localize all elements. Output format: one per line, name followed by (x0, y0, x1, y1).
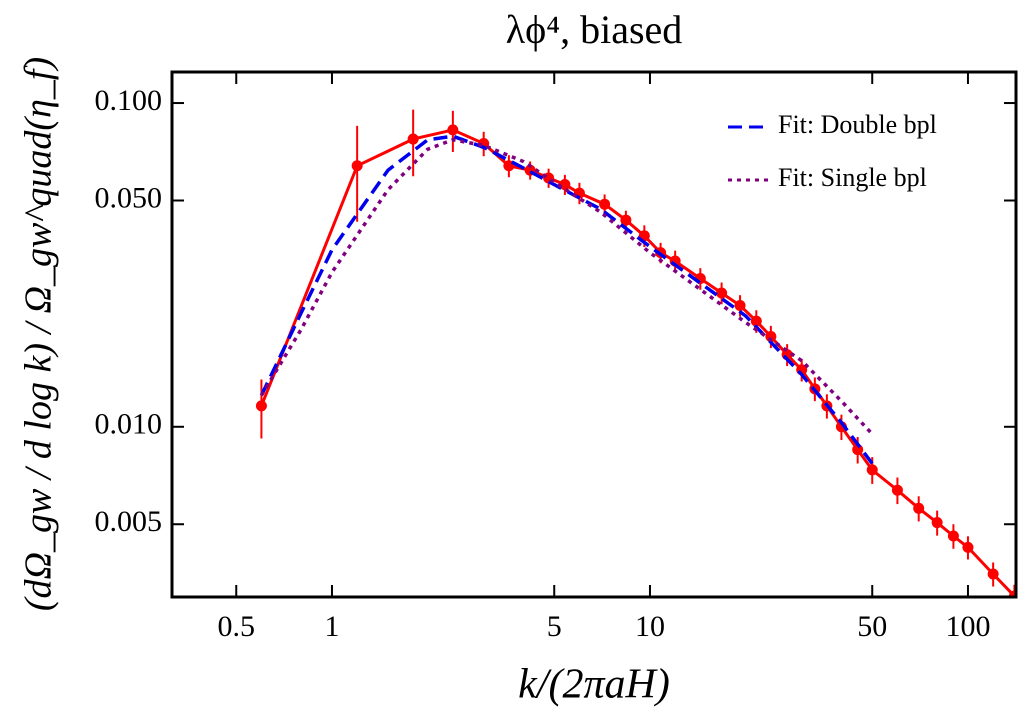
y-tick-label: 0.050 (95, 181, 163, 214)
data-point (891, 484, 903, 496)
data-point (716, 287, 728, 299)
x-tick-label: 0.5 (217, 610, 255, 643)
data-point (559, 179, 571, 191)
series-line (259, 137, 874, 436)
data-point (407, 133, 419, 145)
data-point (947, 530, 959, 542)
data-point (866, 464, 878, 476)
data-point (620, 214, 632, 226)
y-tick-label: 0.010 (95, 408, 163, 441)
y-axis-label: (dΩ_gw / d log k) / Ω_gw^quad(η_f) (18, 57, 60, 611)
data-point (852, 444, 864, 456)
data-point (1008, 590, 1016, 597)
data-point (931, 517, 943, 529)
legend-label: Fit: Double bpl (778, 110, 937, 139)
data-point (987, 568, 999, 580)
x-tick-label: 50 (857, 610, 887, 643)
y-tick-label: 0.100 (95, 84, 163, 117)
data-point (750, 315, 762, 327)
series-line (259, 134, 874, 465)
x-tick-label: 5 (547, 610, 562, 643)
x-tick-label: 10 (635, 610, 665, 643)
plot-area (255, 109, 1016, 597)
data-point (255, 400, 267, 412)
plot-frame (170, 70, 1018, 599)
x-tick-label: 1 (324, 610, 339, 643)
x-tick-label: 100 (945, 610, 990, 643)
series-line (260, 128, 1016, 597)
data-point (599, 198, 611, 210)
data-point (913, 502, 925, 514)
data-point (351, 160, 363, 172)
y-tick-label: 0.005 (95, 505, 163, 538)
data-point (962, 541, 974, 553)
data-point (447, 124, 459, 136)
legend-label: Fit: Single bpl (778, 163, 927, 192)
chart-title: λϕ⁴, biased (506, 7, 683, 52)
x-axis-label: k/(2πaH) (518, 662, 670, 708)
data-point (734, 299, 746, 311)
